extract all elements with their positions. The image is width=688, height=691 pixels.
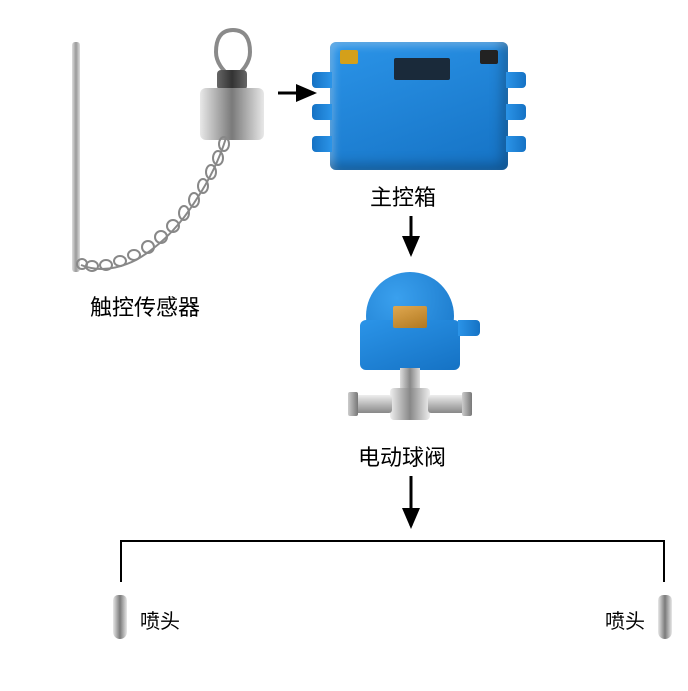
valve-gland bbox=[458, 320, 480, 336]
nozzle-left-label: 喷头 bbox=[140, 605, 180, 634]
arrow-valve-to-bracket bbox=[398, 472, 424, 536]
touch-sensor-label: 触控传感器 bbox=[90, 290, 200, 322]
arrow-sensor-to-box bbox=[274, 80, 324, 106]
sensor-chain bbox=[76, 130, 246, 290]
bracket-right-drop bbox=[663, 540, 665, 582]
sensor-cap bbox=[217, 70, 247, 90]
bracket-horizontal bbox=[120, 540, 665, 542]
gland-right-2 bbox=[506, 104, 526, 120]
nozzle-right-label: 喷头 bbox=[605, 605, 645, 634]
valve-body bbox=[390, 388, 430, 420]
arrow-box-to-valve bbox=[398, 212, 424, 264]
gland-right-1 bbox=[506, 72, 526, 88]
valve-nut-left bbox=[348, 392, 358, 416]
valve-nut-right bbox=[462, 392, 472, 416]
valve-plate bbox=[393, 306, 427, 328]
control-box-badge-left bbox=[340, 50, 358, 64]
bracket-left-drop bbox=[120, 540, 122, 582]
gland-left-3 bbox=[312, 136, 332, 152]
control-box-label: 主控箱 bbox=[370, 180, 436, 212]
nozzle-left bbox=[113, 595, 127, 639]
control-box-screen bbox=[394, 58, 450, 80]
nozzle-right bbox=[658, 595, 672, 639]
gland-left-2 bbox=[312, 104, 332, 120]
control-box-badge-right bbox=[480, 50, 498, 64]
valve-pipe-left bbox=[352, 395, 392, 413]
gland-right-3 bbox=[506, 136, 526, 152]
valve-label: 电动球阀 bbox=[358, 440, 446, 472]
valve-stem bbox=[400, 368, 420, 390]
